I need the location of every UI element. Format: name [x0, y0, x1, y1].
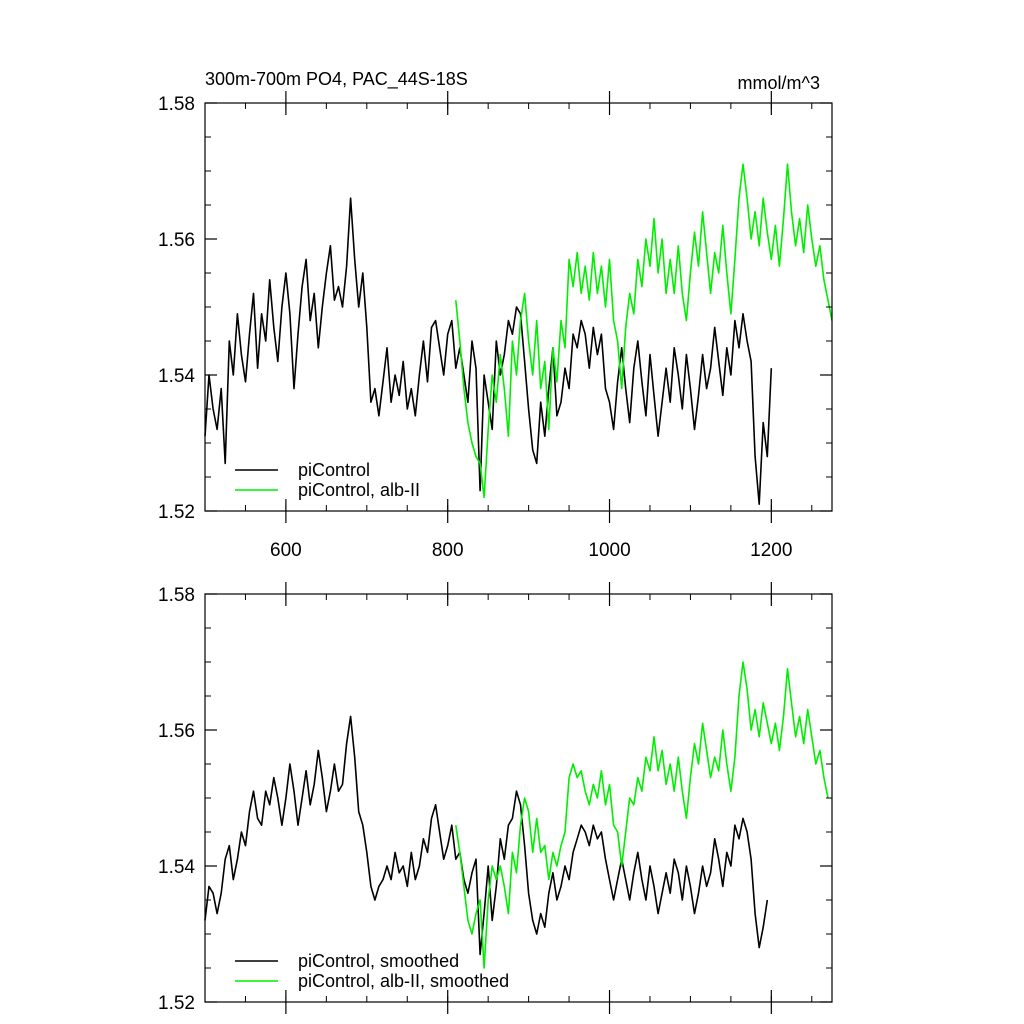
y-tick-label: 1.54: [158, 857, 195, 878]
series-line-picontrol: [204, 197, 773, 505]
x-tick-label: 1200: [750, 540, 792, 561]
units-label: mmol/m^3: [738, 73, 820, 93]
legend-label: piControl: [298, 460, 370, 480]
x-tick-label: 800: [432, 540, 464, 561]
y-tick-label: 1.54: [158, 366, 195, 387]
legend-label: piControl, alb-II, smoothed: [298, 971, 509, 991]
y-tick-label: 1.52: [158, 502, 195, 523]
top-panel: 1.52 1.54 1.56 1.58 600 800 1000 1200 300m-700m …: [158, 69, 833, 561]
y-tick-label: 1.56: [158, 721, 195, 742]
bottom-panel: 1.52 1.54 1.56 1.58 piControl, smoothedpiCon…: [158, 582, 833, 1014]
x-tick-label: 600: [270, 540, 302, 561]
y-tick-label: 1.58: [158, 585, 195, 606]
x-tick-label: 1000: [588, 540, 630, 561]
y-tick-label: 1.56: [158, 230, 195, 251]
legend-label: piControl, smoothed: [298, 951, 459, 971]
chart-title: 300m-700m PO4, PAC_44S-18S: [205, 69, 468, 90]
legend-label: piControl, alb-II: [298, 480, 420, 500]
y-tick-label: 1.58: [158, 94, 195, 115]
series-line-alb-ii: [455, 661, 829, 969]
y-tick-label: 1.52: [158, 993, 195, 1014]
series-line-alb-ii: [455, 163, 833, 499]
plot-frame: [204, 102, 833, 512]
series-line-picontrol: [204, 715, 769, 956]
